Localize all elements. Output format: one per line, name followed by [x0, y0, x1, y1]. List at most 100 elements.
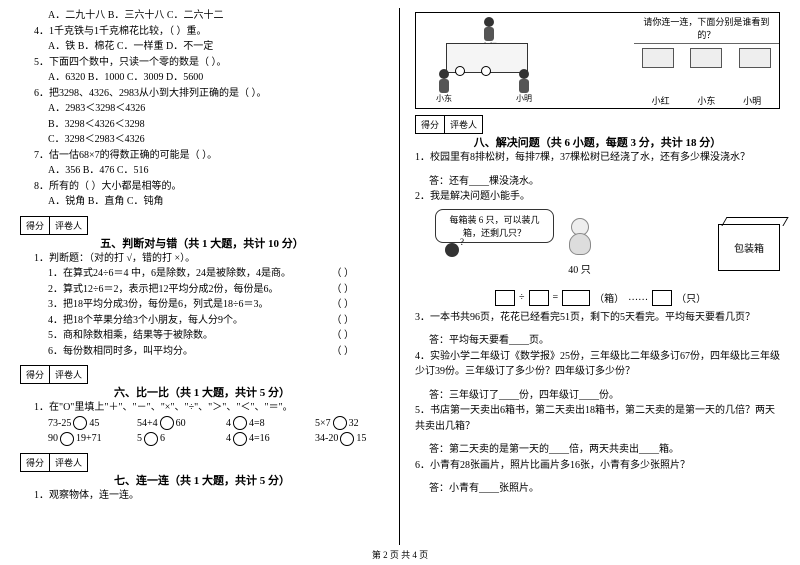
t: 73-25 — [48, 418, 71, 429]
q6: 6．小青有28张画片，照片比画片多16张，小青有多少张照片？ — [415, 458, 780, 474]
expr: 54+460 — [137, 416, 206, 432]
page: A．二九十八 B．三六十八 C．二六十二 4．1千克铁与1千克棉花比较，（ ）重… — [0, 0, 800, 545]
score-box: 得分 评卷人 — [20, 453, 88, 472]
sec5-i1: 1．在算式24÷6＝4 中，6是除数，24是被除数，4是商。 （ ） — [48, 266, 384, 282]
t: 4=8 — [249, 418, 265, 429]
t: 4 — [226, 433, 231, 444]
expr: 90 19+71 — [48, 431, 117, 447]
q3-answer: 答：平均每天要看____页。 — [429, 333, 780, 349]
sec5-i3: 3．把18平均分成3份，每份是6，列式是18÷6＝3。（ ） — [48, 297, 384, 313]
unit: （箱） — [594, 290, 624, 305]
car-icon — [642, 48, 674, 68]
t: 5 — [137, 433, 142, 444]
t: 45 — [89, 418, 99, 429]
paren: （ ） — [332, 344, 355, 360]
count-label: 40 只 — [562, 261, 597, 276]
name: 小红 — [652, 94, 670, 107]
speech-bubble: 每箱装 6 只，可以装几箱，还剩几只？ — [435, 209, 554, 243]
reviewer-label: 评卷人 — [50, 454, 87, 471]
equation: ÷=（箱）……（只） — [495, 290, 780, 306]
name: 小东 — [697, 94, 715, 107]
q5-options: A．6320 B．1000 C．3009 D．5600 — [48, 70, 384, 86]
expr: 4 4=16 — [226, 431, 295, 447]
t: 4=16 — [249, 433, 270, 444]
q6-answer: 答：小青有____张照片。 — [429, 481, 780, 497]
q2-figure: 每箱装 6 只，可以装几箱，还剩几只？ 40 只 包装箱 — [435, 209, 780, 286]
sec5-i2: 2．算式12÷6＝2，表示把12平均分成2份，每份是6。（ ） — [48, 282, 384, 298]
expr: 5×732 — [315, 416, 384, 432]
circle-icon — [233, 432, 247, 446]
connect-scene: 小红 小东 小明 — [416, 13, 634, 108]
section-6-title: 六、比一比（共 1 大题，共计 5 分） — [20, 384, 384, 400]
section-6-header: 得分 评卷人 — [20, 365, 384, 384]
package-box-icon: 包装箱 — [718, 224, 780, 271]
connect-options: 请你连一连，下面分别是谁看到的？ 小红 小东 小明 — [634, 13, 779, 108]
t: 19+71 — [76, 433, 102, 444]
sec6-row1: 73-25 45 54+460 4 4=8 5×732 — [48, 416, 384, 432]
reviewer-label: 评卷人 — [50, 366, 87, 383]
child-icon — [435, 243, 470, 283]
q4-answer: 答：三年级订了____份，四年级订____份。 — [429, 388, 780, 404]
q4-options: A．铁 B．棉花 C．一样重 D．不一定 — [48, 39, 384, 55]
q4: 4．实验小学二年级订《数学报》25份，三年级比二年级多订67份，四年级比三年级少… — [415, 349, 780, 380]
sec7-stem: 1．观察物体，连一连。 — [34, 488, 384, 504]
blank-box — [562, 290, 590, 306]
toy-icon — [562, 218, 597, 258]
t: 5×7 — [315, 418, 331, 429]
box-label: 包装箱 — [734, 240, 764, 255]
sec5-stem: 1．判断题：（对的打 √，错的打 ×）。 — [34, 251, 384, 267]
right-column: 小红 小东 小明 请你连一连，下面分别是谁看到的？ 小红 小东 小明 — [400, 8, 780, 545]
sec6-row2: 9019+71 56 44=16 34-2015 — [48, 431, 384, 447]
sec5-i6: 6．每份数相同时多，叫平均分。 （ ） — [48, 344, 384, 360]
score-label: 得分 — [21, 217, 50, 234]
left-column: A．二九十八 B．三六十八 C．二六十二 4．1千克铁与1千克棉花比较，（ ）重… — [20, 8, 400, 545]
text: 4．把18个苹果分给3个小朋友，每人分9个。 — [48, 315, 243, 326]
connect-banner: 请你连一连，下面分别是谁看到的？ — [634, 13, 779, 44]
q7: 7．估一估68×7的得数正确的可能是（ ）。 — [34, 148, 384, 164]
q6: 6．把3298、4326、2983从小到大排列正确的是（ ）。 — [34, 86, 384, 102]
q6-opt-c: C．3298＜2983＜4326 — [48, 132, 384, 148]
sec6-stem: 1．在"O"里填上"＋"、"－"、"×"、"÷"、"＞"、"＜"、"＝"。 — [34, 400, 384, 416]
circle-icon — [333, 416, 347, 430]
t: 90 — [48, 433, 58, 444]
text: 5．商和除数相乘，结果等于被除数。 — [48, 330, 213, 341]
paren: （ ） — [332, 266, 355, 282]
q1: 1．校园里有8排松树，每排7棵，37棵松树已经浇了水，还有多少棵没浇水？ — [415, 150, 780, 166]
q8: 8．所有的（ ）大小都是相等的。 — [34, 179, 384, 195]
q7-options: A．356 B．476 C．516 — [48, 163, 384, 179]
sec5-i4: 4．把18个苹果分给3个小朋友，每人分9个。 （ ） — [48, 313, 384, 329]
q5: 5．书店第一天卖出6箱书，第二天卖出18箱书，第二天卖的是第一天的几倍？两天共卖… — [415, 403, 780, 434]
t: 60 — [176, 418, 186, 429]
section-8-title: 八、解决问题（共 6 小题，每题 3 分，共计 18 分） — [415, 134, 780, 150]
paren: （ ） — [332, 313, 355, 329]
section-7-header: 得分 评卷人 — [20, 453, 384, 472]
circle-icon — [233, 416, 247, 430]
text: 1．在算式24÷6＝4 中，6是除数，24是被除数，4是商。 — [48, 268, 291, 279]
car-icon — [739, 48, 771, 68]
circle-icon — [60, 432, 74, 446]
kid-icon: 小明 — [516, 69, 532, 104]
circle-icon — [340, 432, 354, 446]
text: 6．每份数相同时多，叫平均分。 — [48, 346, 193, 357]
car-row — [634, 44, 779, 68]
q3-options: A．二九十八 B．三六十八 C．二六十二 — [48, 8, 384, 24]
reviewer-label: 评卷人 — [445, 116, 482, 133]
q3: 3．一本书共96页，花花已经看完51页，剩下的5天看完。平均每天要看几页？ — [415, 310, 780, 326]
q8-options: A．锐角 B．直角 C．钝角 — [48, 194, 384, 210]
q6-opt-a: A．2983＜3298＜4326 — [48, 101, 384, 117]
kid-icon: 小东 — [436, 69, 452, 104]
t: 4 — [226, 418, 231, 429]
paren: （ ） — [332, 297, 355, 313]
name: 小明 — [743, 94, 761, 107]
section-7-title: 七、连一连（共 1 大题，共计 5 分） — [20, 472, 384, 488]
score-box: 得分 评卷人 — [415, 115, 483, 134]
unit: （只） — [676, 290, 706, 305]
q2: 2．我是解决问题小能手。 — [415, 189, 780, 205]
paren: （ ） — [332, 328, 355, 344]
expr: 73-25 45 — [48, 416, 117, 432]
kid-label: 小东 — [436, 93, 452, 104]
paren: （ ） — [332, 282, 355, 298]
name-row: 小红 小东 小明 — [634, 94, 779, 107]
q5-answer: 答：第二天卖的是第一天的____倍，两天共卖出____箱。 — [429, 442, 780, 458]
circle-icon — [73, 416, 87, 430]
